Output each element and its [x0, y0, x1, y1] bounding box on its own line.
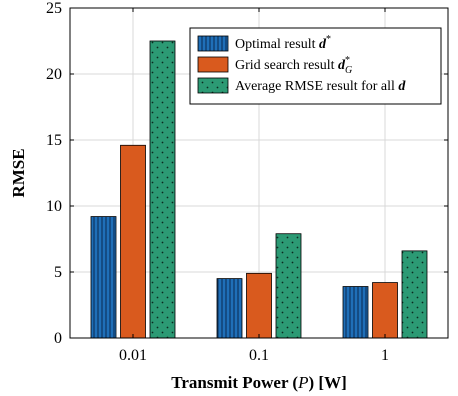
axis-ticks: 0 5 10 15 20 25 0.01 0.1 1	[46, 0, 448, 364]
bar	[401, 250, 428, 339]
bar	[216, 278, 243, 339]
legend-label-text: Optimal result	[235, 37, 319, 52]
x-tick-label: 0.01	[119, 347, 147, 364]
x-axis-label-var: P	[297, 373, 308, 392]
legend-label: Optimal result d*	[235, 34, 331, 52]
legend-label-text: Grid search result	[235, 58, 338, 73]
y-tick-label: 25	[46, 0, 62, 17]
y-tick-label: 20	[46, 66, 62, 83]
y-tick-label: 10	[46, 198, 62, 215]
bars	[90, 40, 428, 339]
legend-label-var: d	[319, 37, 327, 52]
y-tick-label: 0	[54, 330, 62, 347]
legend: Optimal result d*Grid search result d* GA…	[189, 27, 442, 105]
bar	[372, 282, 398, 339]
bar	[246, 272, 272, 339]
bar	[275, 233, 302, 339]
x-axis-label: Transmit Power (P) [W]	[171, 373, 346, 392]
x-axis-label-prefix: Transmit Power (	[171, 373, 298, 392]
legend-swatch	[197, 56, 229, 73]
bar	[149, 40, 176, 339]
x-tick-label: 1	[381, 347, 389, 364]
legend-swatch	[197, 77, 229, 94]
bar	[120, 144, 146, 339]
y-tick-label: 5	[54, 264, 62, 281]
legend-label-sup: *	[345, 55, 350, 66]
bar	[342, 286, 369, 339]
x-axis-label-suffix: ) [W]	[309, 373, 347, 392]
legend-label-var: d	[338, 58, 346, 73]
legend-swatch	[197, 35, 229, 52]
y-tick-label: 15	[46, 132, 62, 149]
legend-label: Average RMSE result for all d	[235, 79, 406, 94]
bar	[90, 216, 117, 339]
legend-label-text: Average RMSE result for all	[235, 79, 398, 94]
x-tick-label: 0.1	[249, 347, 269, 364]
legend-label-sup: *	[326, 34, 331, 45]
legend-box	[189, 27, 442, 105]
y-axis-label: RMSE	[9, 148, 28, 197]
legend-label: Grid search result d* G	[235, 55, 352, 76]
legend-label-var: d	[398, 79, 406, 94]
legend-label-sub: G	[345, 65, 352, 76]
